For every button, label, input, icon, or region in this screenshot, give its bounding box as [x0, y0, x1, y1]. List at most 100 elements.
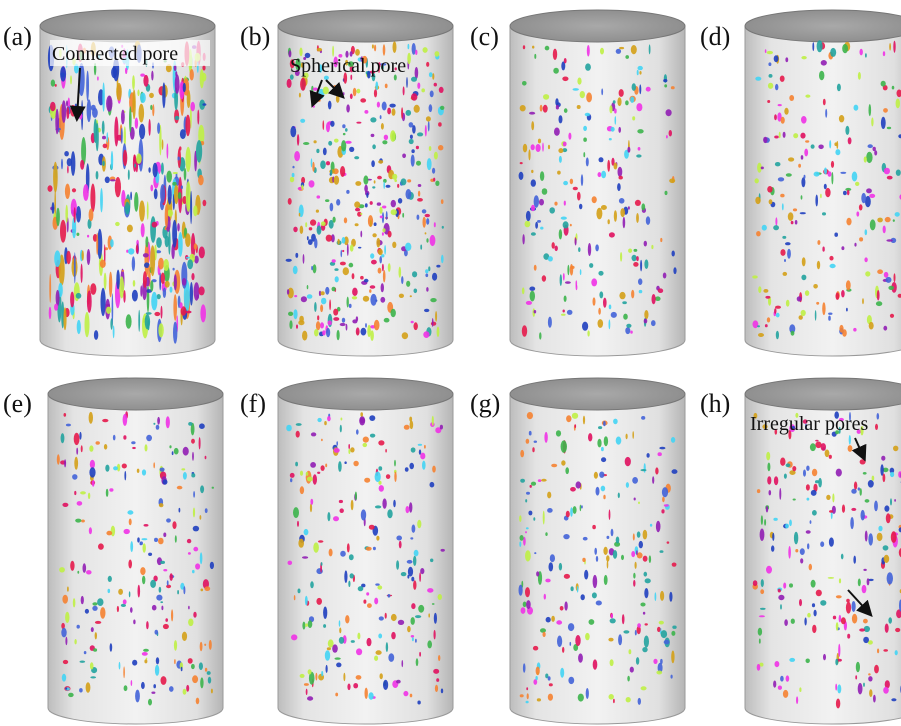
pore: [162, 82, 165, 108]
pore: [637, 623, 641, 628]
pore: [182, 632, 187, 641]
pore: [75, 519, 81, 523]
pore: [597, 439, 601, 448]
pore: [193, 205, 197, 216]
pore: [374, 598, 378, 605]
pore: [896, 99, 900, 109]
pore: [139, 200, 145, 221]
pore: [632, 83, 636, 91]
pore: [146, 312, 152, 315]
pore: [820, 600, 826, 606]
pore: [336, 663, 341, 668]
pore: [341, 250, 343, 257]
pore: [868, 480, 874, 488]
pore: [757, 325, 760, 327]
pore: [780, 249, 785, 256]
pore: [553, 49, 557, 60]
pore: [92, 108, 98, 118]
pore: [534, 552, 536, 554]
pore: [809, 564, 812, 571]
pore: [539, 332, 541, 339]
pore: [829, 537, 834, 546]
pore: [151, 692, 155, 694]
pore: [531, 170, 533, 173]
pore: [398, 198, 402, 204]
pore: [146, 435, 152, 441]
pore: [564, 601, 567, 610]
pore: [543, 94, 549, 100]
pore: [289, 320, 292, 329]
pore: [784, 259, 786, 262]
pore: [369, 692, 374, 699]
pore: [617, 97, 621, 106]
pore: [592, 592, 597, 598]
pore: [129, 106, 132, 132]
pore: [138, 585, 141, 598]
pore: [841, 554, 844, 560]
pore: [382, 498, 386, 508]
pore: [196, 698, 200, 705]
pore: [154, 312, 160, 316]
pore: [385, 84, 388, 89]
pore: [594, 472, 598, 479]
pore: [874, 665, 879, 674]
pore: [132, 75, 135, 89]
pore: [158, 323, 163, 337]
pore: [200, 304, 206, 322]
pore: [815, 440, 818, 442]
pore: [316, 149, 319, 153]
pore: [780, 194, 784, 198]
pore: [672, 626, 676, 629]
pore: [877, 290, 880, 301]
pore: [178, 157, 180, 161]
pore: [380, 673, 383, 679]
pore: [352, 296, 357, 299]
pore: [191, 439, 195, 444]
pore: [117, 606, 119, 612]
pore: [115, 222, 120, 226]
pore: [316, 598, 322, 605]
pore: [431, 322, 436, 326]
pore: [817, 40, 823, 52]
pore: [435, 311, 437, 322]
pore: [644, 241, 647, 247]
pore: [870, 219, 876, 230]
pore: [131, 680, 133, 686]
pore: [140, 567, 145, 575]
pore: [832, 506, 836, 514]
pore: [553, 68, 559, 74]
pore: [780, 604, 782, 609]
pore: [830, 48, 836, 57]
pore: [530, 485, 532, 488]
pore: [773, 518, 777, 521]
pore: [326, 665, 328, 673]
pore: [364, 185, 368, 193]
pore: [145, 444, 148, 451]
pore: [138, 310, 140, 332]
pore: [865, 499, 870, 503]
pore: [361, 509, 366, 520]
pore: [132, 290, 138, 302]
pore: [525, 550, 531, 561]
pore: [846, 218, 851, 226]
pore: [360, 418, 365, 424]
pore: [663, 79, 667, 82]
pore: [340, 323, 346, 326]
pore: [186, 685, 189, 692]
pore: [415, 639, 417, 643]
pore: [657, 627, 661, 632]
pore: [328, 320, 332, 325]
pore: [420, 453, 425, 460]
pore: [635, 200, 641, 206]
pore: [599, 157, 604, 162]
pore: [427, 640, 432, 648]
pore: [416, 658, 419, 666]
pore: [531, 121, 534, 130]
pore: [847, 634, 850, 639]
pore: [859, 237, 863, 241]
pore: [529, 431, 532, 436]
pore: [356, 648, 362, 655]
pore: [169, 445, 171, 448]
figure: (a)(b)(c)(d)(e)(f)(g)(h) Connected pore …: [0, 0, 901, 726]
pore: [525, 587, 530, 597]
